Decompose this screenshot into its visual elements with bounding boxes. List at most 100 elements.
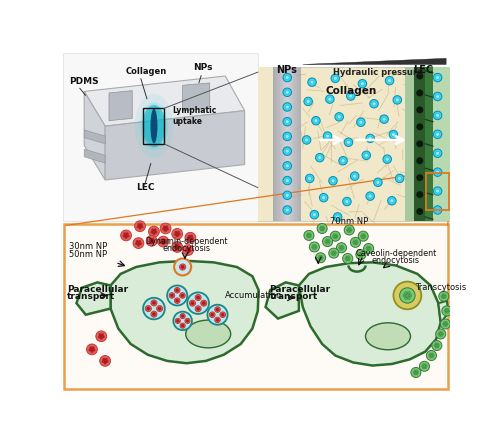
- Circle shape: [358, 79, 366, 88]
- Circle shape: [283, 147, 292, 155]
- Circle shape: [372, 102, 376, 106]
- Circle shape: [332, 252, 335, 254]
- Polygon shape: [109, 91, 132, 121]
- Circle shape: [442, 297, 444, 299]
- Circle shape: [436, 329, 446, 339]
- Circle shape: [354, 241, 356, 243]
- Circle shape: [198, 308, 200, 310]
- Circle shape: [283, 176, 292, 185]
- Text: 30nm NP: 30nm NP: [68, 242, 107, 251]
- Circle shape: [197, 307, 198, 309]
- Circle shape: [340, 245, 342, 247]
- Circle shape: [174, 312, 192, 330]
- Circle shape: [189, 250, 191, 252]
- Circle shape: [162, 228, 165, 230]
- Circle shape: [434, 187, 442, 195]
- Circle shape: [186, 321, 187, 322]
- Circle shape: [163, 239, 166, 241]
- Circle shape: [195, 295, 201, 301]
- Circle shape: [430, 355, 432, 357]
- FancyBboxPatch shape: [276, 67, 278, 221]
- Circle shape: [212, 315, 213, 316]
- Circle shape: [408, 292, 410, 295]
- Circle shape: [342, 247, 344, 249]
- Circle shape: [441, 295, 443, 297]
- Circle shape: [153, 232, 155, 235]
- Circle shape: [312, 213, 316, 217]
- Circle shape: [310, 80, 314, 84]
- Circle shape: [434, 168, 442, 176]
- Circle shape: [137, 226, 139, 228]
- Circle shape: [153, 231, 155, 233]
- Circle shape: [361, 237, 364, 239]
- Circle shape: [415, 371, 417, 374]
- Circle shape: [177, 321, 178, 322]
- Circle shape: [326, 242, 328, 244]
- Circle shape: [344, 138, 352, 146]
- Text: Transcytosis: Transcytosis: [415, 283, 467, 292]
- Circle shape: [308, 176, 312, 180]
- Circle shape: [306, 174, 314, 183]
- Circle shape: [436, 170, 440, 174]
- Circle shape: [348, 228, 350, 229]
- Circle shape: [370, 247, 372, 250]
- Circle shape: [146, 235, 157, 246]
- Circle shape: [368, 246, 370, 248]
- Circle shape: [326, 134, 330, 138]
- FancyBboxPatch shape: [292, 67, 293, 221]
- Circle shape: [414, 370, 416, 372]
- Circle shape: [176, 233, 178, 235]
- Ellipse shape: [140, 102, 168, 150]
- Circle shape: [177, 289, 178, 290]
- Circle shape: [424, 365, 426, 367]
- Circle shape: [312, 244, 314, 247]
- Circle shape: [161, 239, 163, 241]
- Text: LEC: LEC: [136, 183, 154, 192]
- Circle shape: [416, 370, 418, 372]
- Circle shape: [154, 229, 156, 231]
- Circle shape: [356, 240, 358, 242]
- Circle shape: [344, 225, 354, 235]
- Circle shape: [334, 213, 342, 221]
- Circle shape: [444, 310, 446, 312]
- Circle shape: [348, 231, 350, 233]
- Circle shape: [442, 306, 452, 316]
- Circle shape: [102, 358, 105, 360]
- Circle shape: [318, 257, 320, 259]
- Circle shape: [136, 240, 138, 243]
- Circle shape: [178, 290, 179, 291]
- Circle shape: [202, 302, 203, 303]
- Circle shape: [354, 240, 356, 242]
- Circle shape: [314, 244, 316, 247]
- Circle shape: [396, 174, 404, 183]
- Circle shape: [349, 228, 351, 229]
- Circle shape: [177, 299, 178, 300]
- Circle shape: [420, 361, 430, 371]
- Circle shape: [196, 309, 198, 310]
- Polygon shape: [84, 149, 105, 163]
- Circle shape: [286, 90, 289, 94]
- Circle shape: [314, 247, 316, 250]
- Circle shape: [147, 307, 148, 308]
- Circle shape: [183, 295, 184, 296]
- Circle shape: [328, 97, 332, 101]
- FancyBboxPatch shape: [296, 67, 298, 221]
- Circle shape: [322, 236, 332, 247]
- Circle shape: [188, 247, 190, 250]
- Circle shape: [396, 98, 399, 102]
- FancyBboxPatch shape: [64, 224, 448, 389]
- Circle shape: [105, 358, 108, 360]
- Circle shape: [342, 254, 352, 264]
- Circle shape: [350, 172, 359, 180]
- Circle shape: [185, 232, 196, 243]
- Circle shape: [442, 294, 444, 295]
- Circle shape: [183, 316, 184, 317]
- FancyBboxPatch shape: [274, 67, 275, 221]
- Circle shape: [346, 92, 355, 100]
- Circle shape: [438, 344, 440, 347]
- Ellipse shape: [142, 105, 166, 147]
- Circle shape: [91, 348, 93, 351]
- Circle shape: [286, 135, 289, 138]
- Circle shape: [283, 73, 292, 82]
- Circle shape: [422, 367, 424, 369]
